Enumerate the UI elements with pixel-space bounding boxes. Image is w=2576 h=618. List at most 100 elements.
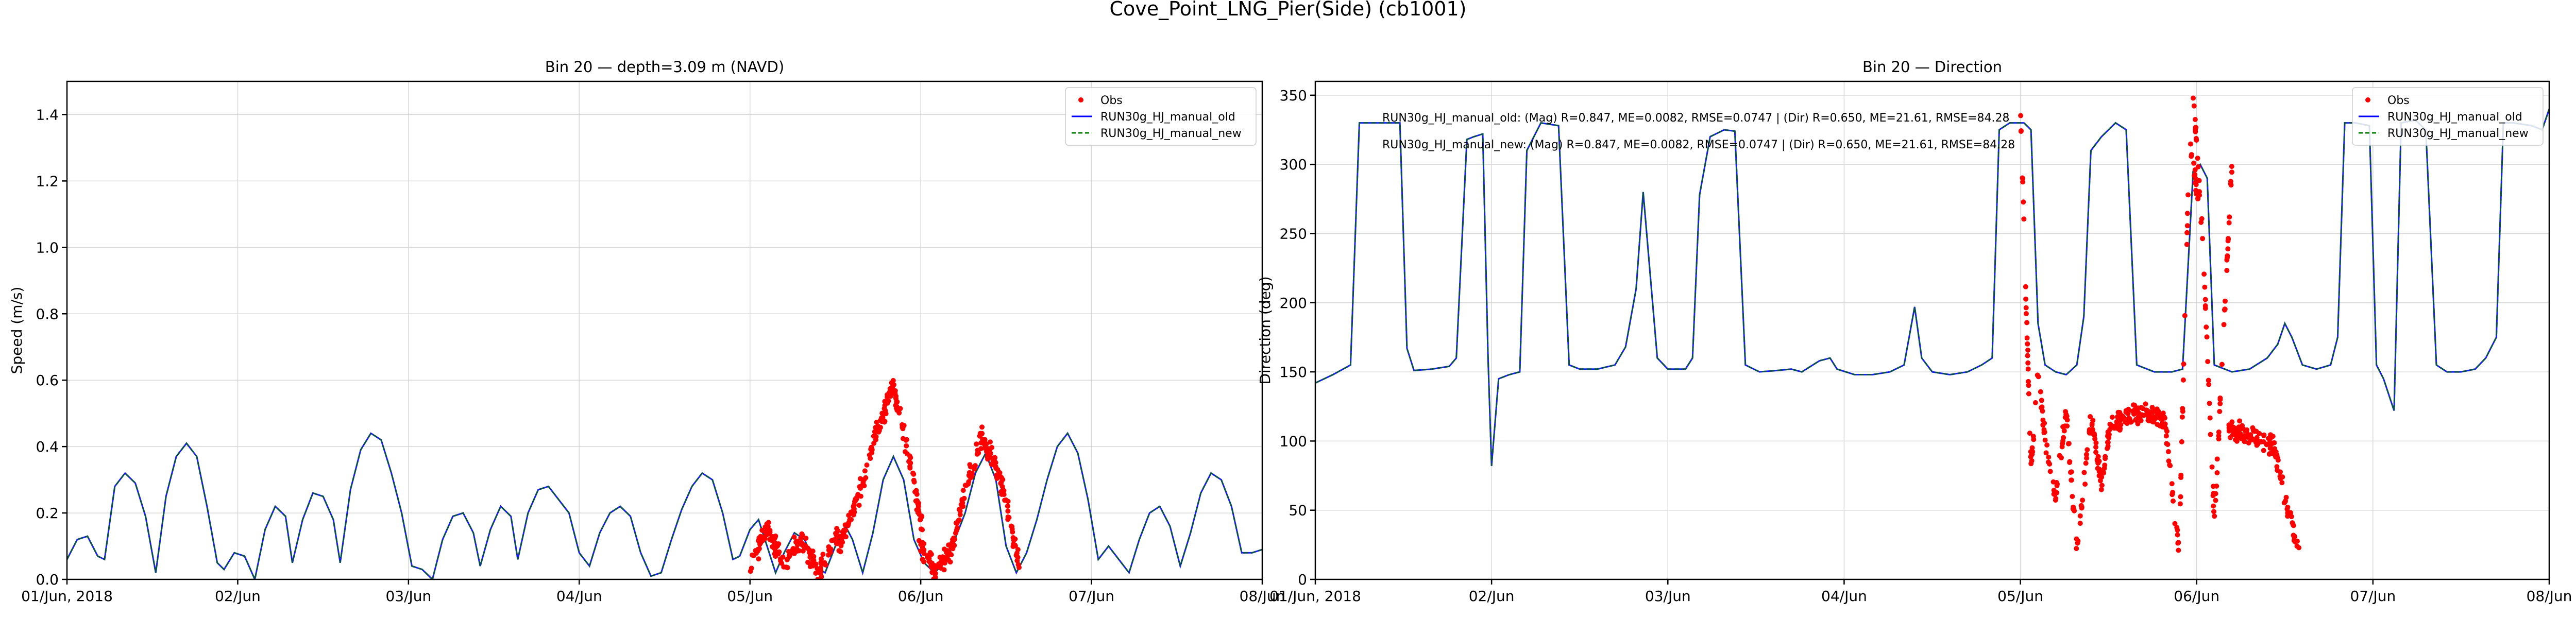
direction-obs-point-101 [2026, 383, 2031, 388]
direction-obs-point-56 [2042, 437, 2048, 443]
speed-obs-point-504 [965, 482, 971, 487]
direction-obs-point-384 [2197, 193, 2202, 198]
direction-obs-point-283 [2112, 423, 2118, 429]
direction-obs-point-369 [2202, 305, 2208, 311]
speed-obs-point-278 [918, 516, 924, 522]
direction-obs-point-362 [2201, 271, 2207, 277]
speed-obs-point-299 [890, 385, 895, 390]
speed-legend: Obs RUN30g_HJ_manual_old RUN30g_HJ_manual_… [1065, 87, 1257, 146]
direction-xtick-label-4: 05/Jun [1997, 588, 2043, 605]
speed-ytick-label-4: 0.8 [36, 305, 59, 322]
direction-obs-point-67 [2026, 379, 2031, 384]
speed-legend-old: RUN30g_HJ_manual_old [1100, 111, 1235, 124]
direction-obs-point-170 [2185, 192, 2191, 198]
direction-obs-point-161 [2107, 432, 2112, 437]
direction-obs-point-395 [2193, 125, 2198, 130]
speed-obs-point-516 [968, 475, 973, 480]
speed-obs-point-158 [771, 540, 777, 545]
direction-obs-point-394 [2212, 513, 2217, 519]
direction-obs-point-120 [2025, 347, 2030, 353]
direction-obs-point-522 [2244, 430, 2249, 435]
speed-obs-point-286 [858, 476, 863, 482]
speed-obs-point-86 [803, 536, 809, 541]
speed-obs-point-305 [910, 470, 916, 476]
direction-obs-point-60 [2025, 366, 2031, 372]
speed-obs-point-131 [796, 548, 802, 554]
direction-obs-point-359 [2225, 246, 2231, 252]
speed-obs-point-298 [880, 415, 886, 420]
speed-obs-point-462 [1010, 535, 1016, 540]
direction-obs-point-255 [2182, 313, 2188, 318]
direction-obs-point-320 [2126, 416, 2132, 422]
direction-obs-point-372 [2194, 138, 2199, 143]
direction-obs-point-344 [2205, 359, 2211, 364]
direction-legend-box [2352, 87, 2544, 146]
direction-obs-point-225 [2135, 421, 2141, 426]
speed-obs-point-478 [979, 424, 985, 430]
direction-obs-point-111 [2023, 305, 2029, 311]
direction-obs-point-139 [2089, 421, 2095, 427]
direction-obs-point-262 [2123, 408, 2129, 414]
speed-obs-point-236 [886, 398, 891, 404]
direction-obs-point-520 [2296, 545, 2302, 551]
speed-obs-point-291 [857, 484, 862, 489]
direction-obs-point-80 [2041, 430, 2047, 436]
speed-obs-point-318 [876, 429, 882, 435]
direction-obs-point-55 [2025, 341, 2030, 347]
speed-obs-point-290 [914, 498, 920, 504]
speed-obs-point-510 [955, 519, 960, 525]
direction-obs-point-460 [2257, 431, 2262, 436]
direction-obs-point-87 [2083, 452, 2089, 457]
direction-obs-point-275 [2150, 416, 2156, 421]
speed-obs-point-103 [791, 546, 796, 552]
speed-obs-point-40 [756, 556, 761, 562]
speed-obs-point-164 [822, 560, 827, 565]
direction-obs-point-493 [2283, 494, 2289, 500]
direction-obs-point-462 [2234, 438, 2240, 444]
speed-obs-point-277 [868, 456, 873, 461]
speed-obs-point-512 [1003, 497, 1009, 503]
direction-title: Bin 20 — Direction [1862, 58, 2002, 76]
direction-obs-point-47 [2029, 458, 2035, 464]
speed-legend-new: RUN30g_HJ_manual_new [1100, 127, 1242, 140]
speed-obs-point-492 [1009, 526, 1015, 532]
direction-obs-point-94 [2053, 496, 2059, 502]
direction-obs-point-378 [2202, 284, 2208, 290]
direction-obs-point-261 [2188, 141, 2193, 147]
speed-grid [66, 81, 1263, 580]
direction-obs-point-324 [2164, 441, 2170, 447]
speed-obs-point-309 [839, 536, 845, 541]
direction-stats-new: RUN30g_HJ_manual_new: (Mag) R=0.847, ME=… [1382, 139, 2015, 151]
speed-line-old [67, 432, 1262, 579]
direction-obs-point-164 [2095, 454, 2101, 459]
direction-obs-point-319 [2189, 153, 2194, 159]
speed-obs-point-79 [756, 535, 762, 541]
direction-obs-point-135 [2090, 429, 2095, 435]
speed-obs-point-153 [803, 543, 808, 549]
speed-obs-point-393 [921, 559, 927, 564]
direction-obs-point-137 [2093, 444, 2098, 450]
speed-obs-point-461 [980, 437, 986, 442]
direction-obs-point-393 [2219, 362, 2225, 367]
speed-obs-point-390 [937, 564, 942, 570]
speed-obs-point-316 [894, 399, 900, 405]
direction-obs-point-390 [2211, 484, 2216, 489]
speed-obs-point-119 [787, 553, 792, 558]
speed-title: Bin 20 — depth=3.09 m (NAVD) [545, 58, 784, 76]
speed-obs-point-444 [954, 527, 959, 533]
speed-obs-point-276 [874, 419, 879, 425]
direction-obs-point-25 [2077, 521, 2083, 526]
speed-obs-point-303 [862, 468, 868, 474]
speed-obs-point-283 [918, 526, 924, 532]
direction-obs-point-473 [2291, 538, 2297, 543]
direction-obs-point-510 [2261, 432, 2267, 438]
direction-obs-point-315 [2117, 409, 2123, 415]
direction-obs-point-321 [2145, 408, 2151, 414]
direction-obs-point-138 [2080, 497, 2086, 503]
direction-obs-point-156 [2057, 453, 2062, 458]
direction-obs-point-231 [2184, 223, 2190, 229]
speed-obs-point-322 [861, 483, 867, 489]
speed-xtick-label-1: 02/Jun [215, 588, 261, 605]
speed-obs-point-501 [1010, 544, 1016, 550]
direction-obs-point-337 [2224, 268, 2230, 273]
